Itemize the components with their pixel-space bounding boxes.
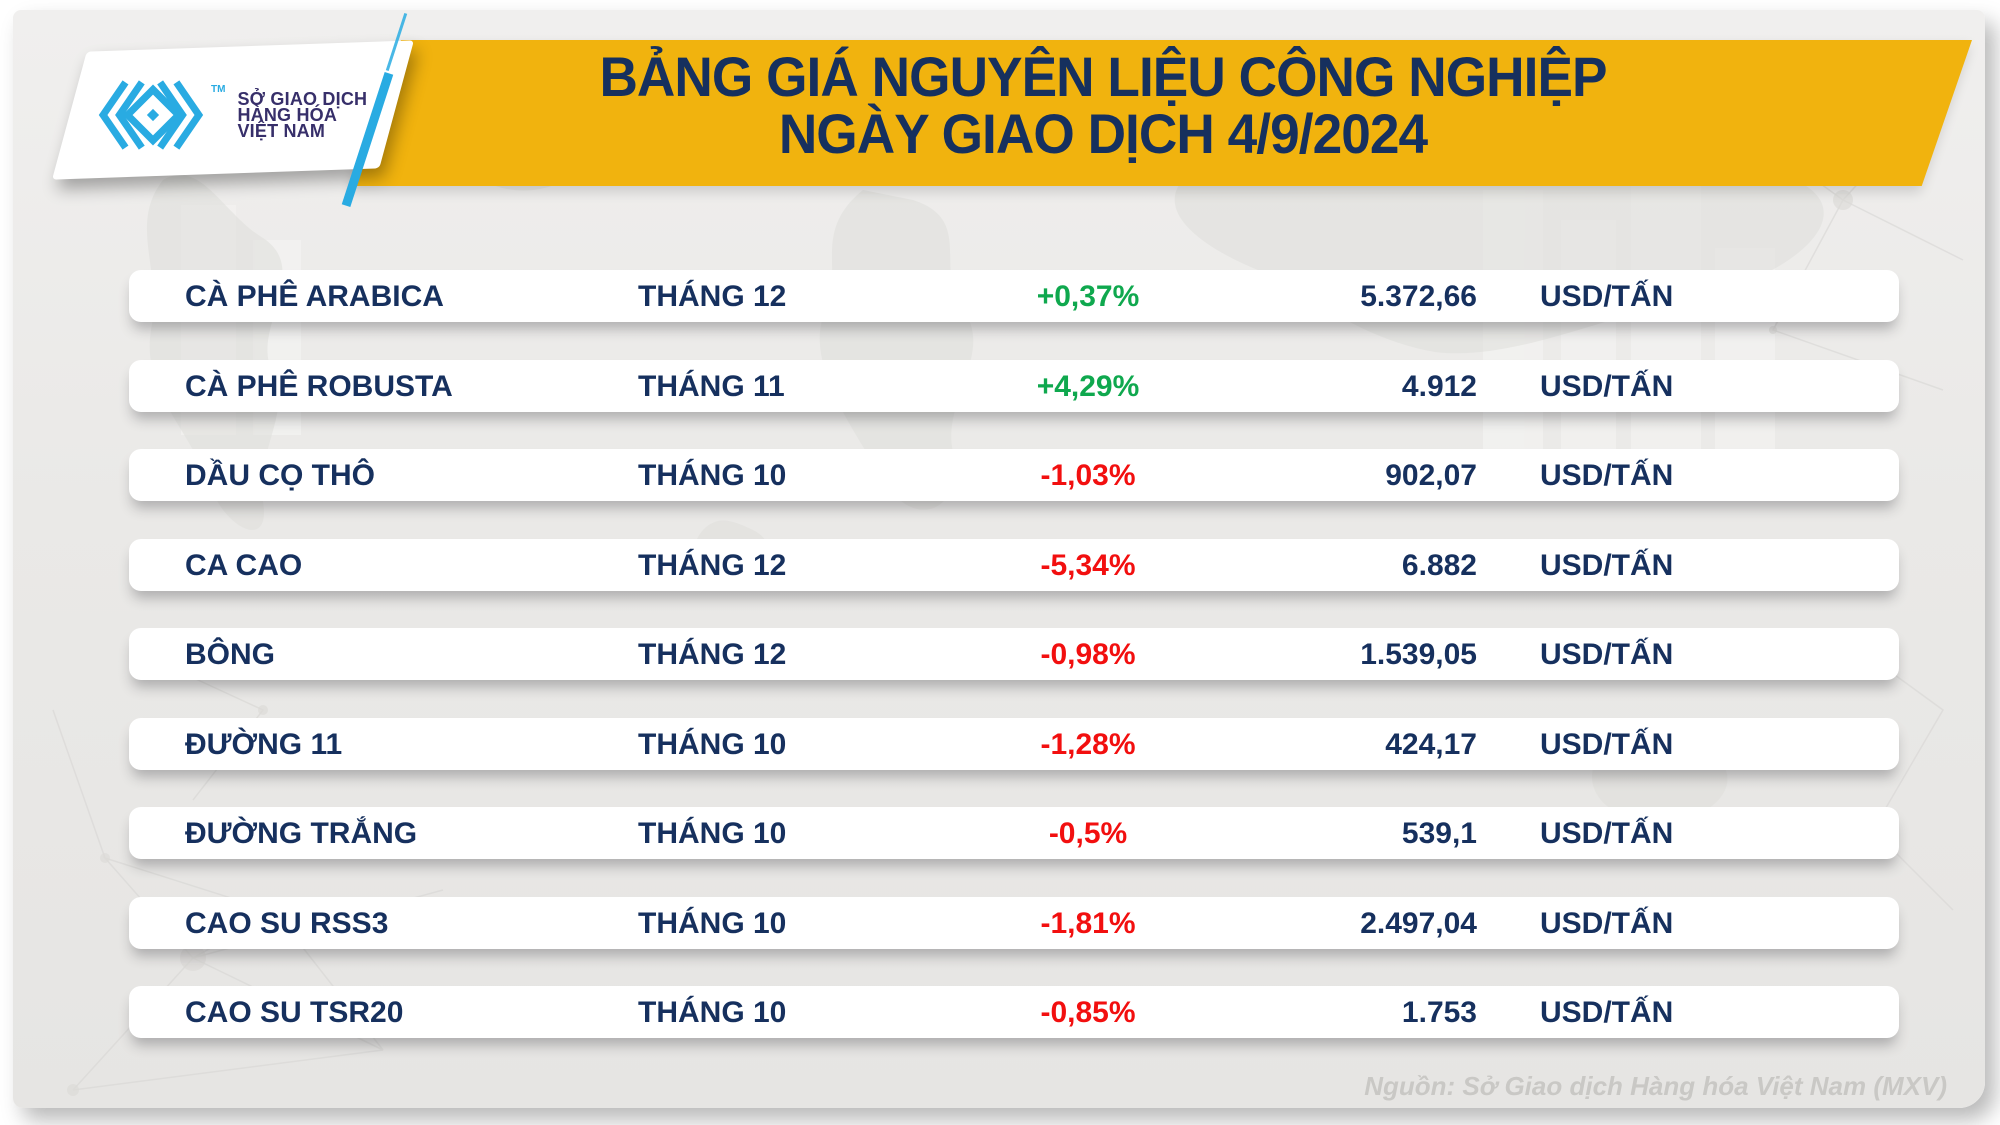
contract-month: THÁNG 10 — [638, 907, 787, 940]
price-unit: USD/TẤN — [1540, 907, 1674, 940]
percent-change: -1,28% — [1040, 728, 1136, 761]
logo-text-line2: HÀNG HÓA — [237, 105, 338, 125]
contract-month: THÁNG 10 — [638, 728, 787, 761]
price-unit: USD/TẤN — [1540, 549, 1674, 582]
table-row: ĐƯỜNG 11 THÁNG 10 -1,28% 424,17 USD/TẤN — [129, 718, 1899, 770]
table-row: ĐƯỜNG TRẮNG THÁNG 10 -0,5% 539,1 USD/TẤN — [129, 807, 1899, 859]
percent-change: -1,03% — [1040, 459, 1136, 492]
price-value: 6.882 — [1401, 549, 1477, 582]
price-value: 539,1 — [1401, 817, 1477, 850]
title-line-1: BẢNG GIÁ NGUYÊN LIỆU CÔNG NGHIỆP — [599, 45, 1607, 108]
percent-change: -0,85% — [1040, 996, 1136, 1029]
price-value: 1.753 — [1401, 996, 1477, 1029]
contract-month: THÁNG 10 — [638, 459, 787, 492]
percent-change: +0,37% — [1036, 280, 1140, 313]
price-unit: USD/TẤN — [1540, 817, 1674, 850]
source-attribution: Nguồn: Sở Giao dịch Hàng hóa Việt Nam (M… — [1364, 1071, 1947, 1101]
price-unit: USD/TẤN — [1540, 996, 1674, 1029]
price-unit: USD/TẤN — [1540, 370, 1674, 403]
contract-month: THÁNG 12 — [638, 280, 787, 313]
commodity-name: ĐƯỜNG TRẮNG — [185, 817, 418, 850]
skyline-bars — [181, 185, 1775, 470]
price-value: 5.372,66 — [1360, 280, 1477, 313]
commodity-name: CÀ PHÊ ARABICA — [185, 280, 444, 313]
contract-month: THÁNG 10 — [638, 996, 787, 1029]
price-value: 1.539,05 — [1360, 638, 1477, 671]
percent-change: -0,5% — [1048, 817, 1128, 850]
logo-text-line1: SỞ GIAO DỊCH — [237, 89, 368, 109]
price-unit: USD/TẤN — [1540, 280, 1674, 313]
price-unit: USD/TẤN — [1540, 728, 1674, 761]
mxv-logo: TM SỞ GIAO DỊCH HÀNG HÓA VIỆT NAM — [97, 72, 397, 158]
percent-change: -0,98% — [1040, 638, 1136, 671]
table-row: CA CAO THÁNG 12 -5,34% 6.882 USD/TẤN — [129, 539, 1899, 591]
price-value: 2.497,04 — [1360, 907, 1477, 940]
contract-month: THÁNG 12 — [638, 549, 787, 582]
table-row: DẦU CỌ THÔ THÁNG 10 -1,03% 902,07 USD/TẤ… — [129, 449, 1899, 501]
commodity-name: CAO SU TSR20 — [185, 996, 404, 1029]
commodity-name: DẦU CỌ THÔ — [185, 459, 375, 492]
trademark-symbol: TM — [211, 83, 226, 95]
percent-change: +4,29% — [1036, 370, 1140, 403]
contract-month: THÁNG 11 — [638, 370, 785, 403]
commodity-name: CÀ PHÊ ROBUSTA — [185, 370, 453, 403]
price-unit: USD/TẤN — [1540, 638, 1674, 671]
percent-change: -1,81% — [1040, 907, 1136, 940]
table-row: BÔNG THÁNG 12 -0,98% 1.539,05 USD/TẤN — [129, 628, 1899, 680]
page-title: BẢNG GIÁ NGUYÊN LIỆU CÔNG NGHIỆP NGÀY GI… — [486, 48, 1721, 162]
infographic-canvas: BẢNG GIÁ NGUYÊN LIỆU CÔNG NGHIỆP NGÀY GI… — [13, 10, 1985, 1108]
commodity-name: CA CAO — [185, 549, 303, 582]
title-line-2: NGÀY GIAO DỊCH 4/9/2024 — [778, 102, 1428, 165]
table-row: CAO SU RSS3 THÁNG 10 -1,81% 2.497,04 USD… — [129, 897, 1899, 949]
commodity-name: CAO SU RSS3 — [185, 907, 389, 940]
commodity-name: ĐƯỜNG 11 — [185, 728, 343, 761]
commodity-name: BÔNG — [185, 638, 275, 671]
contract-month: THÁNG 10 — [638, 817, 787, 850]
contract-month: THÁNG 12 — [638, 638, 787, 671]
price-value: 4.912 — [1401, 370, 1477, 403]
mxv-chevrons-icon — [98, 80, 204, 150]
table-row: CAO SU TSR20 THÁNG 10 -0,85% 1.753 USD/T… — [129, 986, 1899, 1038]
table-row: CÀ PHÊ ARABICA THÁNG 12 +0,37% 5.372,66 … — [129, 270, 1899, 322]
price-value: 902,07 — [1385, 459, 1477, 492]
logo-text-line3: VIỆT NAM — [237, 121, 326, 141]
logo-text: SỞ GIAO DỊCH HÀNG HÓA VIỆT NAM — [237, 89, 368, 141]
table-row: CÀ PHÊ ROBUSTA THÁNG 11 +4,29% 4.912 USD… — [129, 360, 1899, 412]
price-unit: USD/TẤN — [1540, 459, 1674, 492]
percent-change: -5,34% — [1040, 549, 1136, 582]
price-value: 424,17 — [1385, 728, 1477, 761]
